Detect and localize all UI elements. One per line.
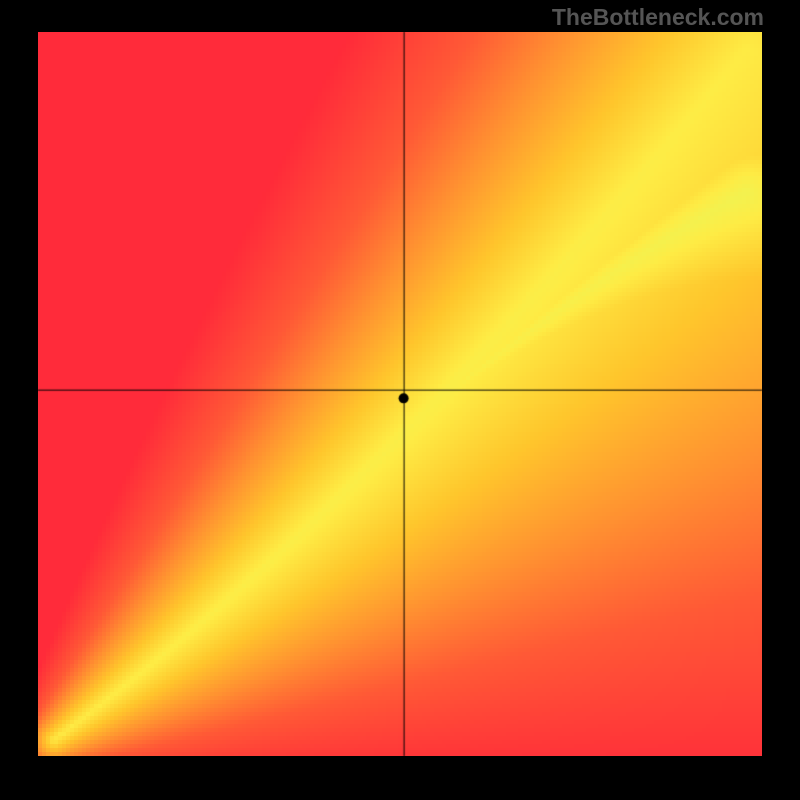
chart-container: TheBottleneck.com bbox=[0, 0, 800, 800]
watermark-text: TheBottleneck.com bbox=[552, 4, 764, 31]
crosshair-overlay bbox=[0, 0, 800, 800]
